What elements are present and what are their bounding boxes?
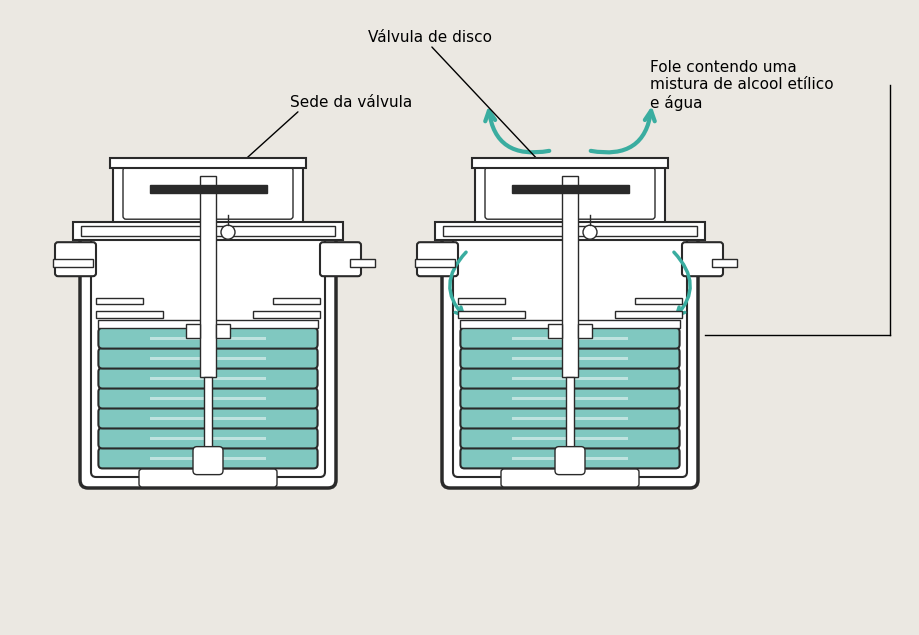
Bar: [458, 311, 525, 318]
FancyBboxPatch shape: [453, 231, 687, 477]
Bar: [204, 377, 212, 451]
Bar: [186, 324, 200, 338]
Bar: [150, 377, 267, 380]
FancyBboxPatch shape: [442, 227, 698, 488]
Bar: [110, 158, 306, 168]
Bar: [97, 320, 318, 328]
Circle shape: [221, 225, 235, 239]
Bar: [150, 437, 267, 440]
FancyBboxPatch shape: [98, 427, 318, 448]
Bar: [472, 158, 668, 168]
FancyBboxPatch shape: [501, 469, 639, 487]
Bar: [96, 311, 164, 318]
Bar: [73, 222, 343, 240]
Bar: [216, 324, 230, 338]
FancyBboxPatch shape: [460, 448, 679, 469]
FancyBboxPatch shape: [485, 168, 655, 219]
Bar: [578, 324, 592, 338]
FancyBboxPatch shape: [123, 168, 293, 219]
Bar: [415, 259, 455, 267]
Bar: [548, 324, 562, 338]
Bar: [96, 298, 143, 304]
FancyBboxPatch shape: [417, 242, 458, 276]
Bar: [53, 259, 93, 267]
FancyBboxPatch shape: [139, 469, 277, 487]
Bar: [615, 311, 682, 318]
Bar: [81, 226, 335, 236]
Text: Fole contendo uma
mistura de alcool etílico
e água: Fole contendo uma mistura de alcool etíl…: [650, 60, 834, 111]
Bar: [253, 311, 320, 318]
FancyBboxPatch shape: [55, 242, 96, 276]
Bar: [566, 377, 574, 451]
Bar: [443, 226, 697, 236]
Text: Válvula de disco: Válvula de disco: [368, 30, 492, 45]
FancyBboxPatch shape: [460, 388, 679, 408]
Bar: [150, 185, 267, 192]
FancyBboxPatch shape: [460, 328, 679, 349]
Bar: [150, 457, 267, 460]
Bar: [512, 397, 628, 400]
Bar: [350, 259, 375, 267]
Bar: [273, 298, 320, 304]
FancyBboxPatch shape: [682, 242, 723, 276]
Bar: [460, 320, 680, 328]
Circle shape: [583, 225, 597, 239]
FancyBboxPatch shape: [91, 231, 325, 477]
FancyBboxPatch shape: [98, 408, 318, 429]
FancyBboxPatch shape: [98, 448, 318, 469]
FancyBboxPatch shape: [460, 408, 679, 429]
Bar: [512, 337, 628, 340]
Bar: [562, 177, 578, 377]
FancyBboxPatch shape: [98, 328, 318, 349]
Bar: [635, 298, 682, 304]
Bar: [512, 377, 628, 380]
Bar: [512, 417, 628, 420]
Bar: [150, 337, 267, 340]
Bar: [435, 222, 705, 240]
FancyBboxPatch shape: [98, 348, 318, 368]
FancyBboxPatch shape: [113, 163, 303, 227]
FancyBboxPatch shape: [98, 388, 318, 408]
FancyBboxPatch shape: [80, 227, 336, 488]
FancyBboxPatch shape: [460, 427, 679, 448]
FancyBboxPatch shape: [193, 446, 223, 474]
FancyBboxPatch shape: [320, 242, 361, 276]
Bar: [512, 185, 629, 192]
FancyBboxPatch shape: [98, 368, 318, 389]
Bar: [512, 457, 628, 460]
FancyBboxPatch shape: [460, 368, 679, 389]
Text: Sede da válvula: Sede da válvula: [290, 95, 413, 110]
Bar: [712, 259, 737, 267]
FancyBboxPatch shape: [475, 163, 665, 227]
Bar: [512, 357, 628, 360]
Bar: [512, 437, 628, 440]
Bar: [458, 298, 505, 304]
Bar: [150, 357, 267, 360]
Bar: [200, 177, 216, 377]
FancyBboxPatch shape: [460, 348, 679, 368]
Bar: [150, 397, 267, 400]
Bar: [150, 417, 267, 420]
FancyBboxPatch shape: [555, 446, 585, 474]
